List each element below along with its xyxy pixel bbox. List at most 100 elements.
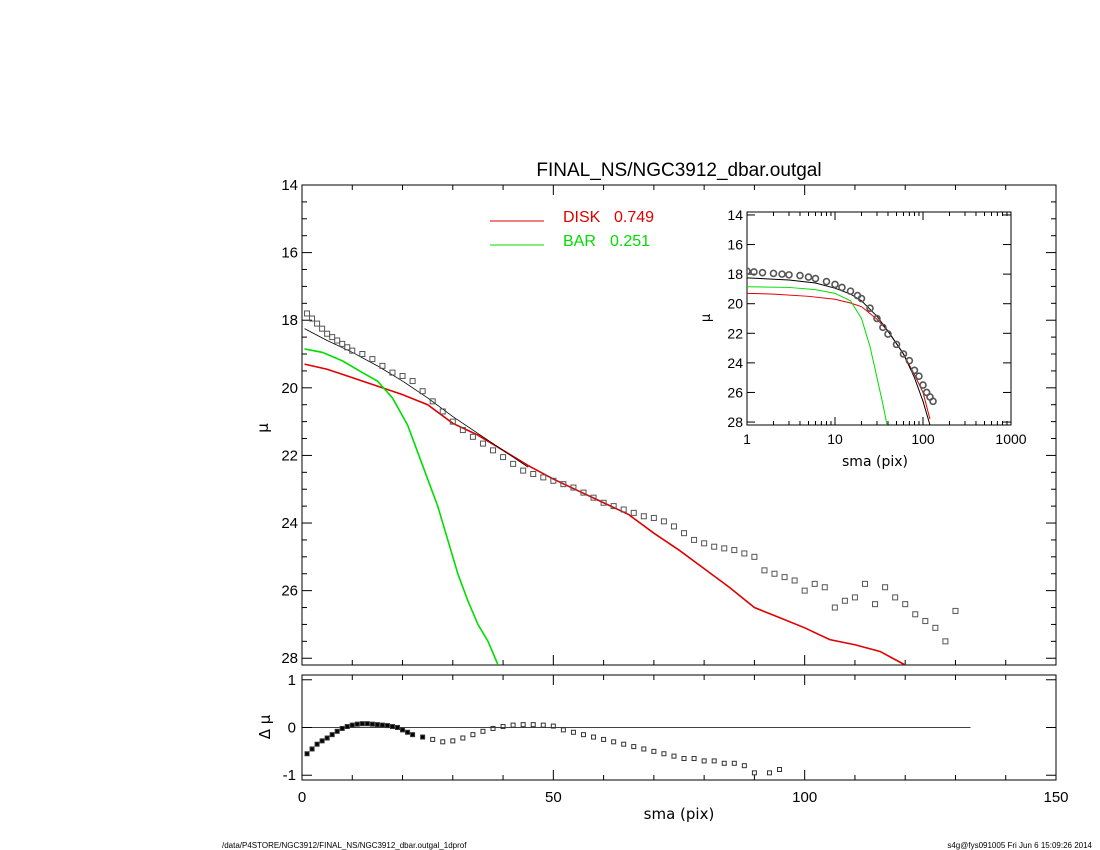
inset-plot-panel: 14 16 18 20 22 24 26 281 10 100 1000 <box>727 207 1026 447</box>
residual-x-tick-label: 0 <box>298 789 306 806</box>
residual-data-point <box>560 727 566 733</box>
main-data-point <box>560 481 567 488</box>
inset-data-point <box>796 271 804 280</box>
inset-data-point <box>892 340 901 349</box>
residual-y-tick-label: -1 <box>283 767 296 784</box>
main-data-point <box>781 574 788 581</box>
inset-data-point <box>747 267 751 275</box>
residual-data-point <box>500 724 506 730</box>
main-data-point <box>339 340 346 347</box>
main-plot-frame <box>301 184 1057 666</box>
residual-data-point <box>580 732 586 738</box>
main-data-point <box>691 536 698 543</box>
residual-data-point <box>354 721 360 727</box>
main-data-point <box>811 580 818 587</box>
residual-data-point <box>601 736 607 742</box>
residual-data-point <box>450 738 456 744</box>
inset-data-point <box>822 277 831 286</box>
residual-data-point <box>324 735 330 741</box>
residual-data-point <box>651 748 657 754</box>
main-y-tick-label: 22 <box>281 447 298 464</box>
legend-disk-label: DISK <box>563 209 601 226</box>
residual-x-tick-label: 150 <box>1043 789 1068 806</box>
main-data-point <box>309 315 316 322</box>
residual-data-point <box>490 725 496 731</box>
residual-x-tick-label: 100 <box>792 789 817 806</box>
residual-data-point <box>334 728 340 734</box>
main-data-point <box>359 351 366 358</box>
inset-data-point <box>929 397 937 406</box>
residual-data-point <box>480 728 486 734</box>
inset-x-tick-label: 1 <box>743 431 751 447</box>
residual-data-point <box>681 756 687 762</box>
footer-file-path: /data/P4STORE/NGC3912/FINAL_NS/NGC3912_d… <box>222 841 467 850</box>
residual-data-point <box>641 746 647 752</box>
residual-data-point <box>530 722 536 728</box>
residual-data-point <box>374 722 380 728</box>
residual-data-point <box>410 732 416 738</box>
inset-series-total-model-line <box>747 277 931 425</box>
residual-data-point <box>430 736 436 742</box>
main-data-point <box>610 503 617 510</box>
residual-data-point <box>369 721 375 727</box>
residual-data-point <box>470 732 476 738</box>
residual-data-point <box>364 721 370 727</box>
residual-data-point <box>751 770 757 776</box>
inset-data-point <box>758 268 767 277</box>
main-data-point <box>469 433 476 440</box>
main-data-point <box>660 518 667 525</box>
inset-x-tick-label: 10 <box>827 431 843 447</box>
inset-data-point <box>910 366 919 375</box>
inset-data-point <box>838 283 846 292</box>
main-data-point <box>344 344 351 351</box>
main-data-point <box>902 601 909 608</box>
residual-plot-area <box>304 721 783 776</box>
main-data-point <box>570 484 577 491</box>
inset-data-point <box>811 274 820 283</box>
residual-data-point <box>304 751 310 757</box>
residual-data-point <box>777 767 783 772</box>
main-data-point <box>851 594 858 601</box>
main-series-disk-line <box>304 363 906 665</box>
plot-title: FINAL_NS/NGC3912_dbar.outgal <box>536 160 821 181</box>
residual-data-point <box>540 722 546 728</box>
main-data-point <box>821 584 828 591</box>
residual-data-point <box>379 722 385 728</box>
main-data-point <box>479 440 486 447</box>
main-data-point <box>912 611 919 618</box>
residual-data-point <box>349 722 355 728</box>
residual-y-tick-label: 1 <box>288 672 296 689</box>
residual-data-point <box>389 724 395 730</box>
inset-y-tick-label: 20 <box>727 296 743 312</box>
main-data-point <box>580 489 587 496</box>
footer-timestamp: s4g@fys091005 Fri Jun 6 15:09:26 2014 <box>947 841 1092 850</box>
main-data-point <box>349 347 356 354</box>
main-data-point <box>932 624 939 631</box>
residual-data-point <box>741 763 747 769</box>
inset-data-point <box>769 269 778 278</box>
inset-series-bar-line <box>747 286 888 425</box>
main-data-point <box>369 356 376 363</box>
main-data-point <box>801 587 808 594</box>
inset-data-point <box>915 372 923 380</box>
residual-data-point <box>359 721 365 727</box>
inset-y-tick-label: 28 <box>727 414 743 430</box>
inset-data-point <box>804 273 813 281</box>
main-data-point <box>861 580 868 587</box>
main-data-point <box>500 454 507 461</box>
inset-data-point <box>846 287 855 295</box>
inset-data-point <box>866 304 874 312</box>
residual-data-point <box>339 725 345 731</box>
main-data-point <box>942 638 949 645</box>
inset-data-point <box>884 330 892 338</box>
main-data-point <box>711 543 718 550</box>
residual-data-point <box>550 723 556 729</box>
inset-data-point <box>873 314 881 323</box>
residual-data-point <box>520 722 526 728</box>
residual-data-point <box>701 758 707 764</box>
main-data-point <box>831 604 838 611</box>
main-y-tick-label: 16 <box>281 245 298 262</box>
main-data-point <box>490 447 497 454</box>
